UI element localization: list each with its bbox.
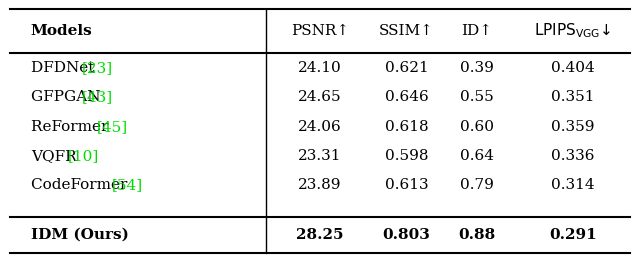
- Text: 23.89: 23.89: [298, 178, 342, 192]
- Text: 0.613: 0.613: [385, 178, 428, 192]
- Text: 28.25: 28.25: [296, 228, 344, 242]
- Text: [43]: [43]: [83, 90, 113, 104]
- Text: 0.351: 0.351: [551, 90, 595, 104]
- Text: [54]: [54]: [111, 178, 143, 192]
- Text: DFDNet: DFDNet: [31, 61, 99, 75]
- Text: PSNR↑: PSNR↑: [291, 24, 349, 38]
- Text: 0.803: 0.803: [383, 228, 430, 242]
- Text: 0.291: 0.291: [549, 228, 596, 242]
- Text: 0.55: 0.55: [460, 90, 493, 104]
- Text: IDM (Ours): IDM (Ours): [31, 228, 129, 242]
- Text: 0.336: 0.336: [551, 149, 595, 163]
- Text: 0.39: 0.39: [460, 61, 493, 75]
- Text: [10]: [10]: [68, 149, 99, 163]
- Text: 0.314: 0.314: [551, 178, 595, 192]
- Text: 0.64: 0.64: [460, 149, 494, 163]
- Text: 0.404: 0.404: [551, 61, 595, 75]
- Text: CodeFormer: CodeFormer: [31, 178, 132, 192]
- Text: Models: Models: [31, 24, 92, 38]
- Text: ID↑: ID↑: [461, 24, 492, 38]
- Text: $\mathrm{LPIPS}_{\mathrm{VGG}}$↓: $\mathrm{LPIPS}_{\mathrm{VGG}}$↓: [534, 22, 611, 40]
- Text: 0.79: 0.79: [460, 178, 493, 192]
- Text: 0.60: 0.60: [460, 120, 494, 134]
- Text: 23.31: 23.31: [298, 149, 342, 163]
- Text: 0.621: 0.621: [385, 61, 428, 75]
- Text: [23]: [23]: [83, 61, 113, 75]
- Text: 0.618: 0.618: [385, 120, 428, 134]
- Text: 0.598: 0.598: [385, 149, 428, 163]
- Text: 0.646: 0.646: [385, 90, 428, 104]
- Text: SSIM↑: SSIM↑: [379, 24, 434, 38]
- Text: [45]: [45]: [97, 120, 128, 134]
- Text: VQFR: VQFR: [31, 149, 81, 163]
- Text: GFPGAN: GFPGAN: [31, 90, 105, 104]
- Text: 0.88: 0.88: [458, 228, 495, 242]
- Text: 24.10: 24.10: [298, 61, 342, 75]
- Text: 0.359: 0.359: [551, 120, 595, 134]
- Text: 24.06: 24.06: [298, 120, 342, 134]
- Text: 24.65: 24.65: [298, 90, 342, 104]
- Text: ReFormer: ReFormer: [31, 120, 113, 134]
